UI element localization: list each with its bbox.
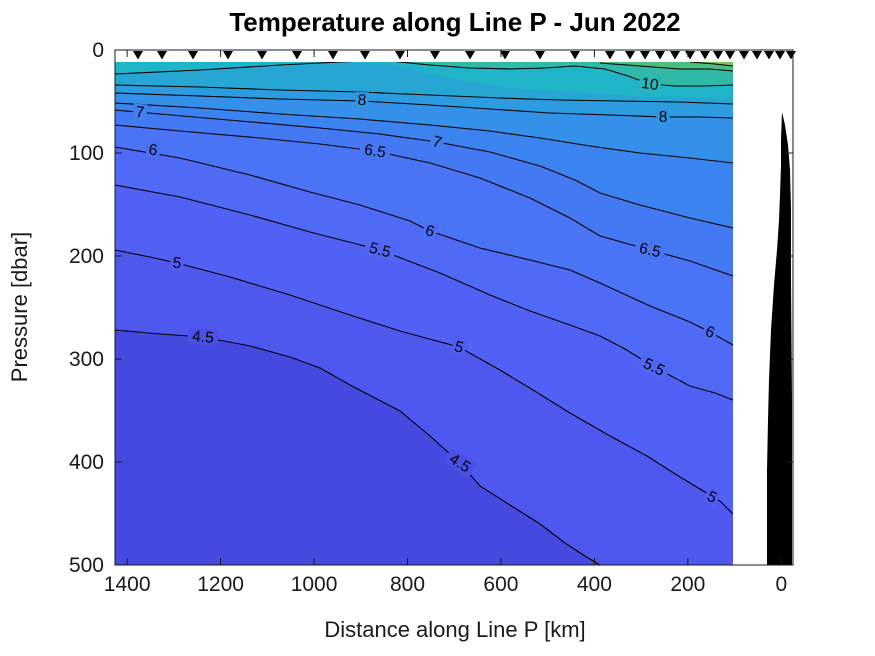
station-marker-icon — [713, 51, 723, 60]
axis-box — [114, 49, 794, 566]
axis-box-and-ticks — [114, 49, 794, 566]
isotherm-4.5 — [115, 329, 601, 565]
station-marker-icon — [725, 51, 735, 60]
svg-text:6.5: 6.5 — [363, 141, 387, 161]
station-marker-icon — [640, 51, 650, 60]
station-marker-icon — [465, 51, 475, 60]
x-tick-label-1400: 1400 — [104, 573, 151, 596]
station-marker-icon — [605, 51, 615, 60]
station-marker-icon — [752, 51, 762, 60]
contour-label-7: 7 — [132, 103, 148, 122]
station-marker-icon — [625, 51, 635, 60]
station-marker-icon — [775, 51, 785, 60]
svg-text:6: 6 — [424, 222, 437, 241]
station-marker-icon — [685, 51, 695, 60]
contour-label-6: 6 — [700, 322, 720, 342]
y-tick-label-300: 300 — [69, 348, 104, 371]
contour-label-6: 6 — [421, 221, 439, 241]
station-marker-icon — [157, 51, 167, 60]
contour-label-5: 5 — [450, 337, 468, 357]
x-tick-label-1000: 1000 — [291, 573, 338, 596]
isotherm-10 — [394, 62, 733, 87]
x-tick-label-0: 0 — [775, 573, 787, 596]
x-axis-label: Distance along Line P [km] — [324, 617, 585, 642]
isotherm-7.5 — [115, 102, 733, 164]
svg-text:4.5: 4.5 — [191, 328, 214, 347]
y-tick-label-400: 400 — [69, 451, 104, 474]
plot-title: Temperature along Line P - Jun 2022 — [229, 7, 680, 37]
contour-lines — [115, 62, 733, 565]
svg-text:5: 5 — [172, 255, 183, 273]
station-marker-icon — [700, 51, 710, 60]
isotherm-8.5 — [115, 84, 733, 105]
svg-text:7: 7 — [135, 104, 145, 122]
band-9-10 — [115, 62, 733, 99]
isotherm-5 — [115, 249, 733, 515]
station-marker-icon — [570, 51, 580, 60]
band-warmest-corner — [690, 62, 733, 66]
tick-labels: 1400 1200 1000 800 600 400 200 0 0 100 200 300 400 50… — [69, 39, 787, 596]
y-tick-label-500: 500 — [69, 554, 104, 577]
isotherm-6 — [115, 146, 733, 346]
isotherm-8 — [115, 92, 733, 119]
x-tick-label-600: 600 — [483, 573, 518, 596]
contour-label-4.5: 4.5 — [187, 327, 219, 347]
contour-label-5: 5 — [702, 486, 722, 508]
isotherm-7 — [115, 109, 733, 229]
isotherm-12 — [689, 62, 733, 67]
station-marker-icon — [670, 51, 680, 60]
x-tick-label-400: 400 — [577, 573, 612, 596]
svg-text:8: 8 — [357, 92, 366, 109]
station-marker-icon — [786, 51, 796, 60]
svg-text:6.5: 6.5 — [637, 240, 662, 261]
station-marker-icon — [535, 51, 545, 60]
y-axis-label: Pressure [dbar] — [7, 232, 32, 382]
station-marker-icon — [257, 51, 267, 60]
contour-label-4.5: 4.5 — [442, 448, 478, 478]
station-marker-icon — [430, 51, 440, 60]
y-tick-label-0: 0 — [92, 39, 104, 62]
contour-label-6.5: 6.5 — [633, 238, 667, 262]
isotherm-11 — [599, 62, 733, 72]
station-marker-icon — [764, 51, 774, 60]
y-tick-label-200: 200 — [69, 245, 104, 268]
contour-label-6.5: 6.5 — [358, 140, 392, 162]
contour-label-5: 5 — [169, 254, 185, 273]
station-marker-icon — [655, 51, 665, 60]
land-mask — [767, 112, 792, 565]
x-tick-label-200: 200 — [670, 573, 705, 596]
station-marker-icon — [292, 51, 302, 60]
station-marker-icon — [360, 51, 370, 60]
station-marker-icon — [223, 51, 233, 60]
isotherm-9 — [115, 62, 353, 75]
station-marker-icon — [739, 51, 749, 60]
contour-label-7: 7 — [428, 132, 446, 152]
contour-label-8: 8 — [354, 91, 370, 109]
x-tick-label-1200: 1200 — [197, 573, 244, 596]
contour-bands — [115, 62, 733, 565]
y-tick-label-100: 100 — [69, 142, 104, 165]
contour-label-5.5: 5.5 — [363, 238, 397, 262]
station-markers — [133, 51, 796, 60]
contour-label-6: 6 — [145, 141, 161, 160]
svg-text:8: 8 — [659, 109, 668, 126]
contour-label-10: 10 — [637, 74, 663, 94]
station-marker-icon — [188, 51, 198, 60]
station-marker-icon — [133, 51, 143, 60]
isotherm-5.5 — [115, 184, 733, 401]
station-marker-icon — [328, 51, 338, 60]
station-marker-icon — [395, 51, 405, 60]
svg-text:6: 6 — [148, 142, 158, 160]
svg-text:10: 10 — [640, 75, 660, 94]
contour-label-8: 8 — [656, 109, 670, 126]
x-tick-label-800: 800 — [390, 573, 425, 596]
svg-text:5.5: 5.5 — [367, 240, 392, 262]
station-marker-icon — [500, 51, 510, 60]
